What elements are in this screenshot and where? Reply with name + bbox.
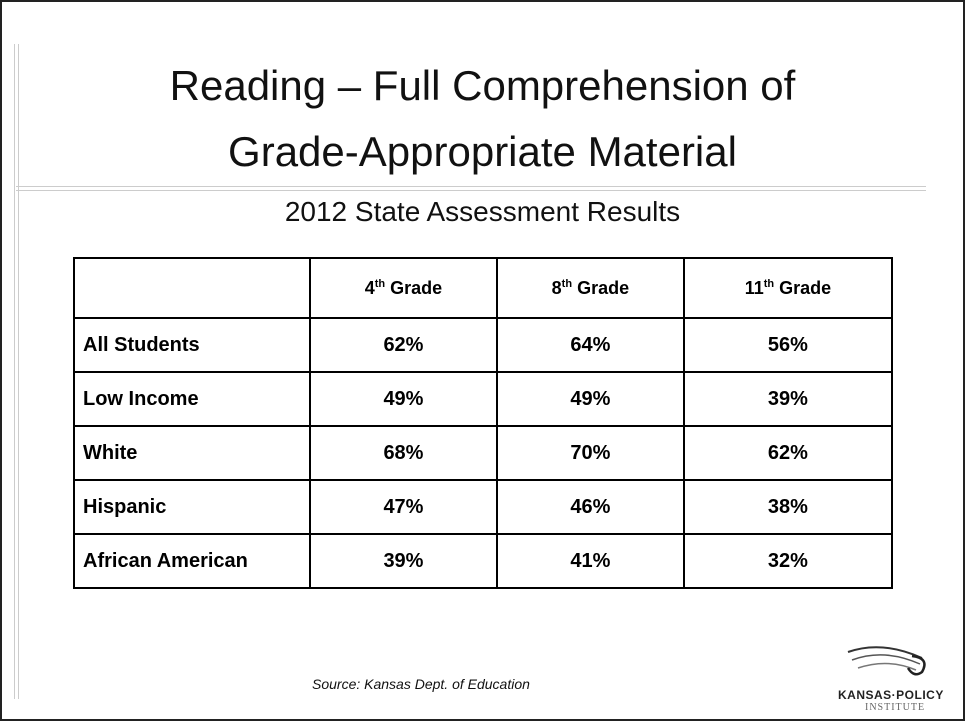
row-label: White <box>73 425 311 481</box>
row-label: African American <box>73 533 311 589</box>
header-row: 4th Grade 8th Grade 11th Grade <box>73 257 894 319</box>
cell: 62% <box>309 317 498 373</box>
cell: 56% <box>682 317 894 373</box>
logo-mark <box>847 646 926 676</box>
table-row: All Students 62% 64% 56% <box>73 317 894 373</box>
header-cell: 11th Grade <box>682 257 894 319</box>
row-label: All Students <box>73 317 311 373</box>
cell: 38% <box>682 479 894 535</box>
cell: 41% <box>495 533 685 589</box>
header-cell: 4th Grade <box>309 257 498 319</box>
grade-number: 8 <box>551 277 562 298</box>
cell: 64% <box>495 317 685 373</box>
grade-suffix: th <box>561 277 573 290</box>
cell: 39% <box>682 371 894 427</box>
grade-number: 4 <box>364 277 375 298</box>
cell: 32% <box>682 533 894 589</box>
grade-suffix: th <box>763 277 775 290</box>
row-label: Low Income <box>73 371 311 427</box>
divider <box>16 186 926 191</box>
cell: 47% <box>309 479 498 535</box>
logo-text: INSTITUTE <box>865 702 926 713</box>
subtitle: 2012 State Assessment Results <box>284 196 681 227</box>
row-label: Hispanic <box>73 479 311 535</box>
title: Reading – Full Comprehension of <box>169 62 796 109</box>
logo-text: KANSAS·POLICY <box>838 688 944 702</box>
cell: 68% <box>309 425 498 481</box>
header-cell <box>73 257 311 319</box>
grade-word: Grade <box>390 277 443 298</box>
table-row: Hispanic 47% 46% 38% <box>73 479 894 535</box>
cell: 49% <box>495 371 685 427</box>
table-row: African American 39% 41% 32% <box>73 533 894 589</box>
header-cell: 8th Grade <box>495 257 685 319</box>
cell: 46% <box>495 479 685 535</box>
cell: 39% <box>309 533 498 589</box>
table-row: Low Income 49% 49% 39% <box>73 371 894 427</box>
title: Grade-Appropriate Material <box>228 128 737 175</box>
divider <box>14 44 19 699</box>
source: Source: Kansas Dept. of Education <box>312 676 530 692</box>
cell: 62% <box>682 425 894 481</box>
results-table: 4th Grade 8th Grade 11th Grade All Students… <box>73 257 894 589</box>
grade-word: Grade <box>779 277 832 298</box>
cell: 49% <box>309 371 498 427</box>
grade-number: 11 <box>744 277 764 298</box>
cell: 70% <box>495 425 685 481</box>
grade-word: Grade <box>577 277 630 298</box>
grade-suffix: th <box>374 277 386 290</box>
table-row: White 68% 70% 62% <box>73 425 894 481</box>
